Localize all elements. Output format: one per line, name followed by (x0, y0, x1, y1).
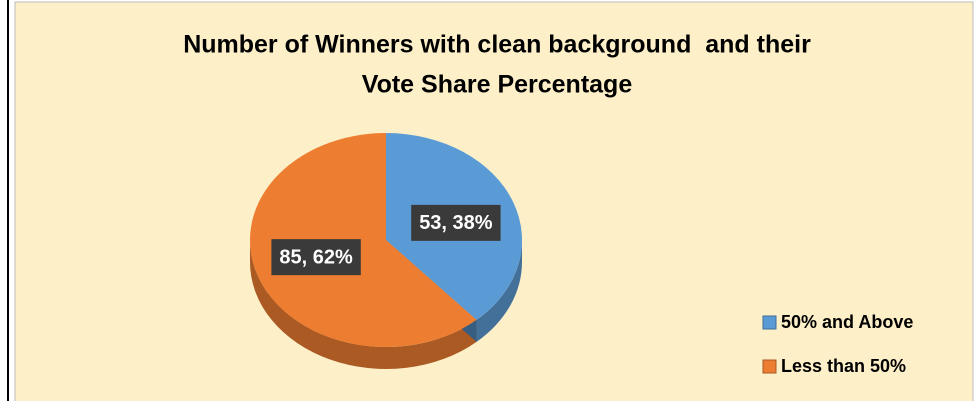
legend-label: Less than 50% (781, 356, 906, 376)
data-label: 53, 38% (419, 212, 493, 234)
data-label-box (411, 204, 501, 241)
data-label-box (271, 239, 361, 276)
pie-slice (249, 133, 477, 347)
pie-slice-side (250, 240, 477, 369)
legend-swatch (762, 315, 777, 330)
chart-title: Vote Share Percentage (362, 71, 633, 99)
chart-title: Number of Winners with clean background … (183, 31, 811, 59)
legend-swatch (762, 359, 777, 374)
pie-slice-side (476, 240, 522, 342)
data-label: 85, 62% (279, 246, 353, 268)
legend-label: 50% and Above (781, 312, 913, 332)
